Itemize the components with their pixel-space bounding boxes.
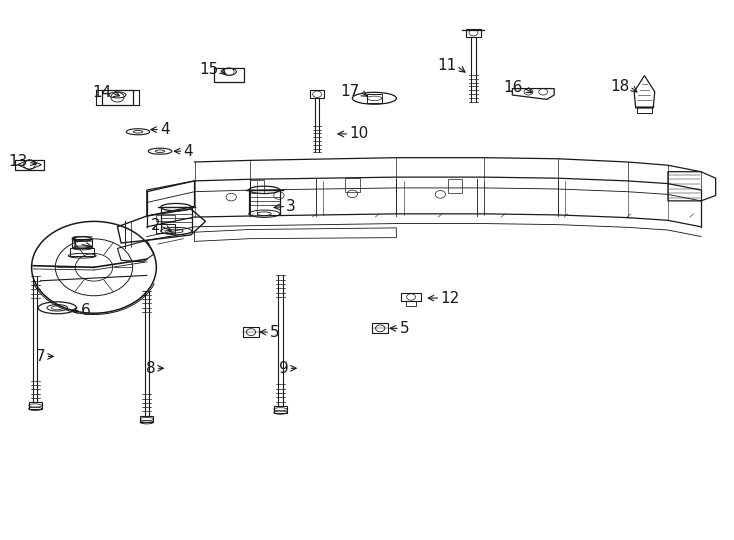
Text: 17: 17 bbox=[341, 84, 360, 99]
Bar bbox=[274, 406, 287, 413]
Text: 3: 3 bbox=[286, 199, 296, 214]
Text: 11: 11 bbox=[437, 58, 457, 73]
Bar bbox=[448, 179, 462, 193]
Text: 2: 2 bbox=[150, 218, 160, 233]
Bar bbox=[406, 301, 416, 306]
Text: 14: 14 bbox=[92, 85, 112, 100]
Bar bbox=[372, 323, 388, 333]
Bar bbox=[243, 327, 259, 337]
Bar bbox=[15, 160, 44, 170]
Bar bbox=[156, 215, 175, 221]
Text: 5: 5 bbox=[400, 321, 410, 336]
Bar bbox=[29, 402, 42, 409]
Text: 4: 4 bbox=[160, 122, 170, 137]
Bar bbox=[367, 94, 382, 103]
Text: 5: 5 bbox=[270, 325, 280, 340]
Bar bbox=[250, 180, 264, 193]
Bar bbox=[637, 107, 652, 113]
Text: 1: 1 bbox=[70, 237, 79, 252]
Bar bbox=[140, 416, 153, 422]
Bar bbox=[345, 178, 360, 192]
Bar bbox=[401, 293, 421, 301]
Text: 8: 8 bbox=[146, 361, 156, 376]
Text: 4: 4 bbox=[184, 144, 193, 159]
Bar bbox=[466, 29, 481, 37]
Bar bbox=[310, 90, 324, 98]
Text: 7: 7 bbox=[36, 349, 46, 364]
Text: 10: 10 bbox=[349, 126, 368, 141]
Text: 15: 15 bbox=[200, 62, 219, 77]
Text: 13: 13 bbox=[9, 154, 28, 170]
Text: 6: 6 bbox=[81, 303, 90, 318]
Text: 16: 16 bbox=[504, 80, 523, 95]
Bar bbox=[70, 248, 94, 256]
Text: 12: 12 bbox=[440, 291, 459, 306]
Text: 18: 18 bbox=[611, 79, 630, 94]
Bar bbox=[214, 68, 244, 82]
Bar bbox=[156, 224, 175, 233]
Bar bbox=[102, 90, 133, 105]
Bar bbox=[73, 239, 92, 248]
Text: 9: 9 bbox=[279, 361, 288, 376]
